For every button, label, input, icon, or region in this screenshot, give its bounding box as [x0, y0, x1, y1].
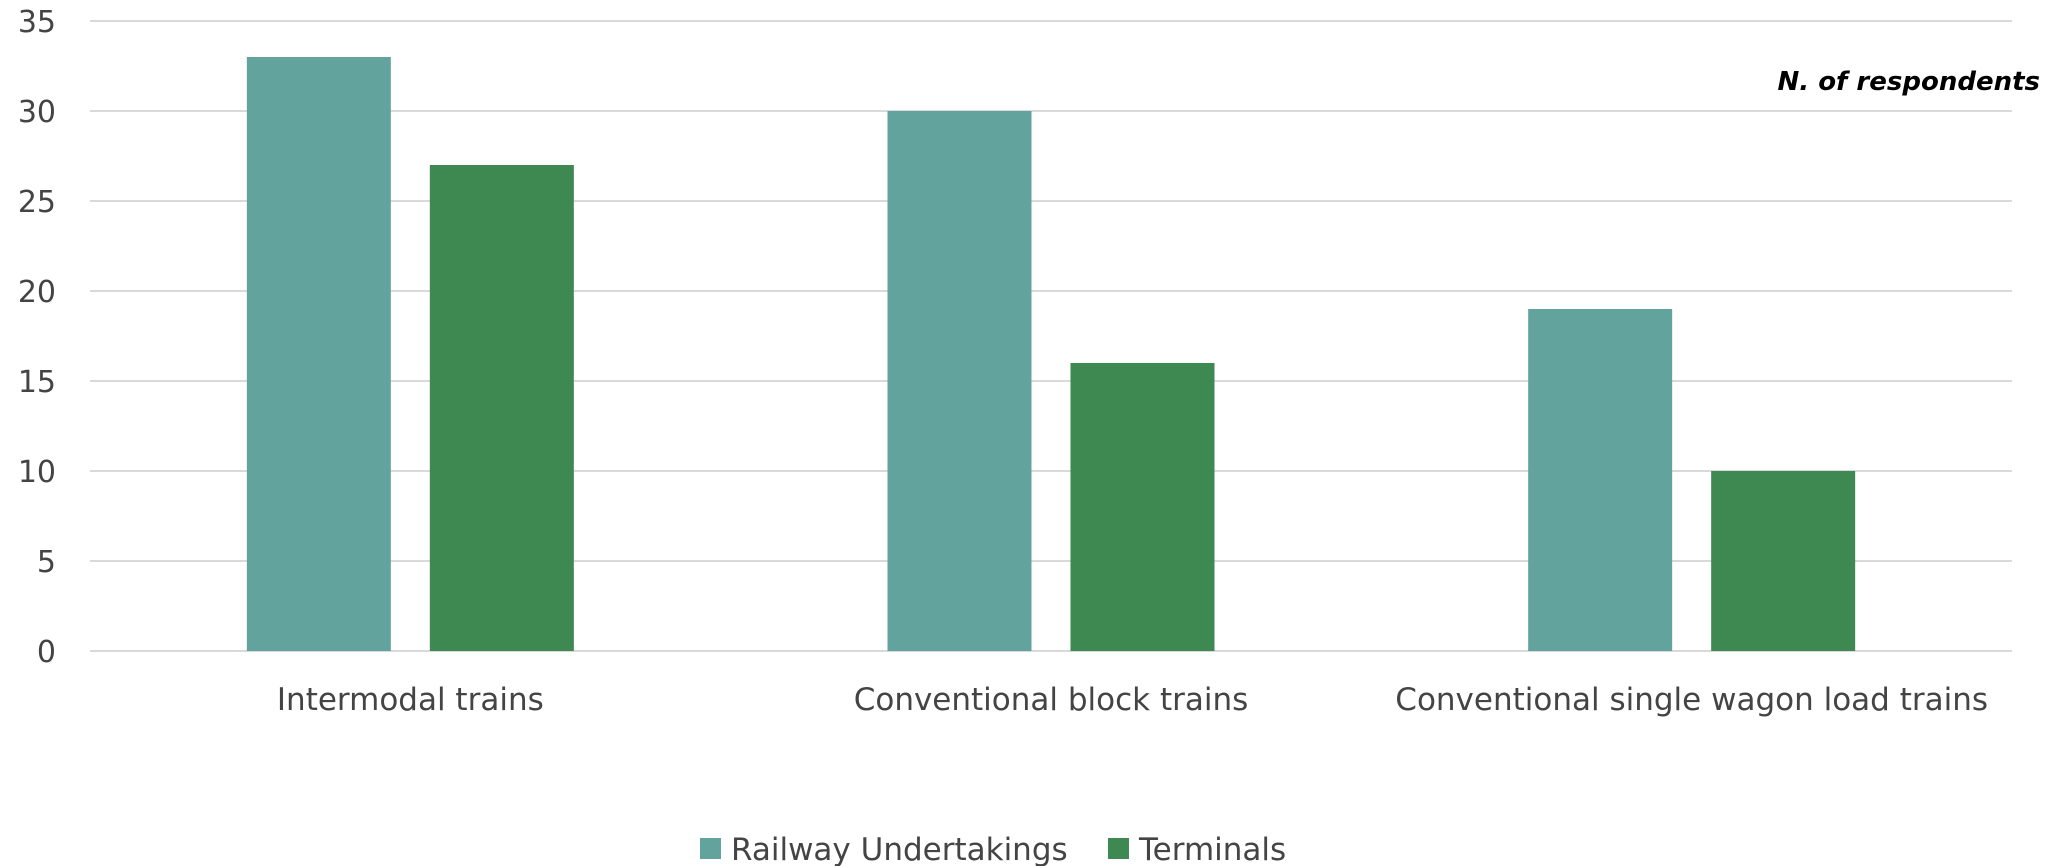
bar-railway-undertakings	[246, 57, 391, 651]
x-category-label: Conventional single wagon load trains	[1395, 682, 1988, 718]
gridlines	[90, 20, 2012, 652]
y-tick-label: 35	[18, 5, 56, 40]
y-tick-label: 15	[18, 365, 56, 400]
y-tick-label: 5	[37, 545, 56, 580]
bar-railway-undertakings	[887, 111, 1032, 651]
legend: Railway Undertakings Terminals	[700, 832, 1286, 866]
y-tick-label: 10	[18, 455, 56, 490]
bar-terminals	[1070, 363, 1215, 651]
y-tick-label: 0	[37, 635, 56, 670]
legend-label: Terminals	[1138, 832, 1286, 866]
y-tick-label: 25	[18, 185, 56, 220]
x-category-label: Conventional block trains	[854, 682, 1249, 718]
legend-swatch	[700, 838, 721, 859]
axis-labels: 0 5 10 15 20 25 30 35 Intermodal trains Conventio…	[18, 5, 1988, 718]
legend-swatch	[1108, 838, 1129, 859]
annotation-n-of-respondents: N. of respondents	[1778, 67, 2041, 97]
y-tick-label: 20	[18, 275, 56, 310]
bar-railway-undertakings	[1528, 309, 1673, 651]
y-tick-label: 30	[18, 95, 56, 130]
legend-label: Railway Undertakings	[731, 832, 1068, 866]
x-category-label: Intermodal trains	[277, 682, 544, 718]
bar-terminals	[1711, 471, 1856, 651]
bars	[246, 57, 1856, 651]
bar-terminals	[429, 165, 574, 651]
